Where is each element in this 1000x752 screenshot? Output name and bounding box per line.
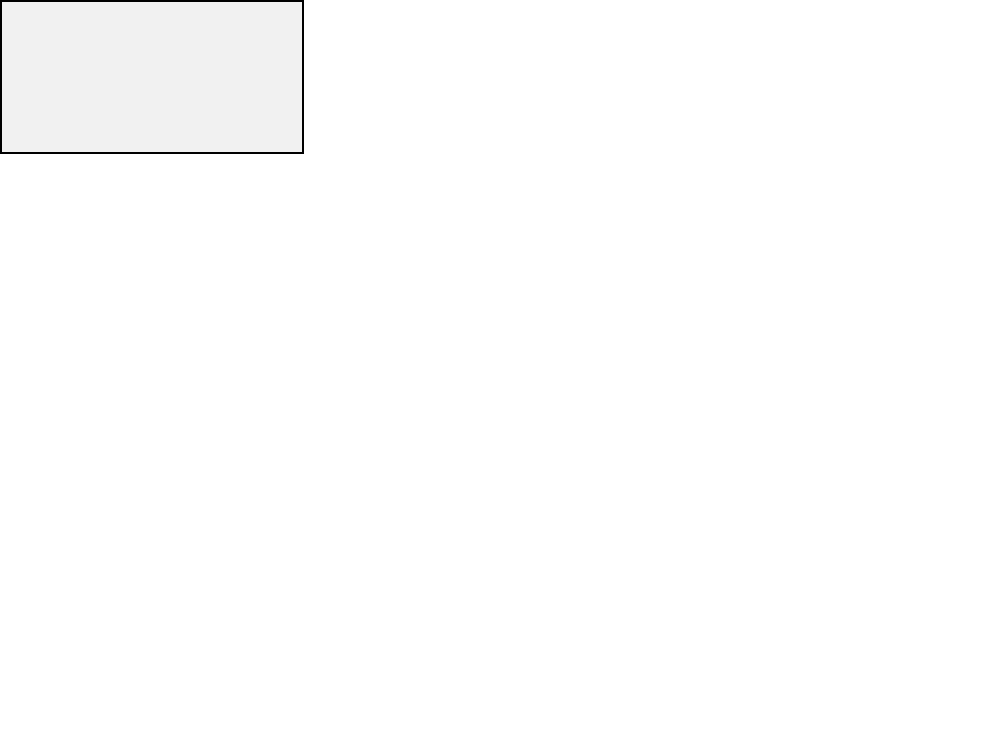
xrd-curve-svg <box>2 2 302 152</box>
xrd-figure <box>0 0 1000 752</box>
plot-area <box>0 0 304 154</box>
